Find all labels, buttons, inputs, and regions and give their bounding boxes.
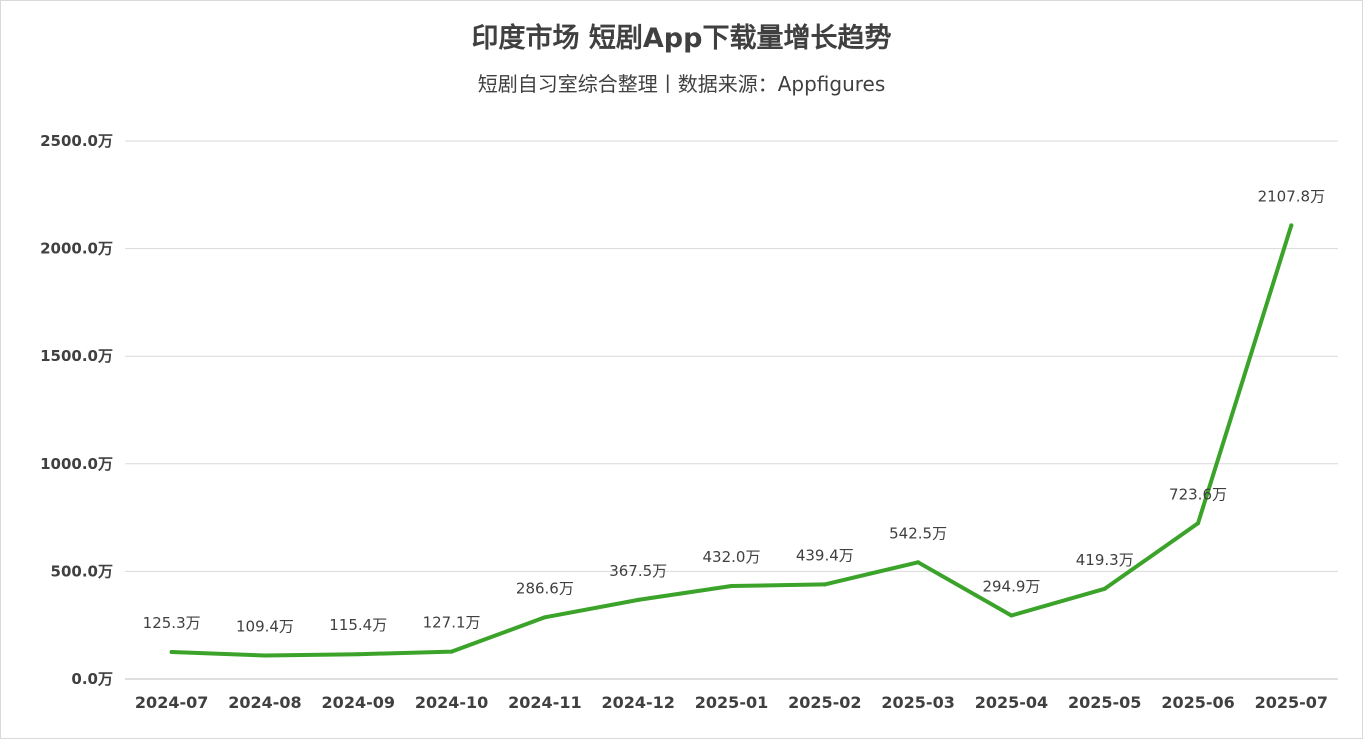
y-tick-label: 0.0万 <box>71 670 113 688</box>
data-label: 125.3万 <box>143 614 201 632</box>
data-label: 127.1万 <box>423 614 481 632</box>
x-tick-label: 2024-09 <box>322 693 395 712</box>
data-point <box>356 652 361 657</box>
x-tick-label: 2025-01 <box>695 693 768 712</box>
chart-subtitle: 短剧自习室综合整理丨数据来源：Appfigures <box>477 72 886 96</box>
data-point <box>822 582 827 587</box>
y-tick-label: 1500.0万 <box>40 347 113 365</box>
data-label: 109.4万 <box>236 617 294 635</box>
data-label: 115.4万 <box>329 616 387 634</box>
data-point <box>1009 613 1014 618</box>
data-point <box>729 584 734 589</box>
data-label: 542.5万 <box>889 524 947 542</box>
data-point <box>169 650 174 655</box>
data-point <box>449 649 454 654</box>
data-point <box>916 560 921 565</box>
data-label: 419.3万 <box>1076 551 1134 569</box>
chart-title: 印度市场 短剧App下载量增长趋势 <box>471 23 892 54</box>
x-tick-label: 2024-10 <box>415 693 488 712</box>
data-label: 2107.8万 <box>1258 187 1326 205</box>
x-tick-label: 2024-11 <box>508 693 581 712</box>
data-point <box>1102 586 1107 591</box>
y-tick-label: 500.0万 <box>51 562 113 580</box>
data-label: 367.5万 <box>609 562 667 580</box>
x-tick-label: 2024-12 <box>601 693 674 712</box>
data-label: 723.6万 <box>1169 485 1227 503</box>
data-point <box>542 615 547 620</box>
y-tick-label: 2000.0万 <box>40 240 113 258</box>
data-point <box>636 597 641 602</box>
y-tick-label: 1000.0万 <box>40 455 113 473</box>
x-tick-label: 2024-07 <box>135 693 208 712</box>
data-point <box>1289 223 1294 228</box>
x-tick-label: 2025-02 <box>788 693 861 712</box>
x-tick-label: 2025-04 <box>975 693 1048 712</box>
data-label: 286.6万 <box>516 579 574 597</box>
data-label: 432.0万 <box>703 548 761 566</box>
data-point <box>1196 521 1201 526</box>
x-tick-label: 2024-08 <box>228 693 301 712</box>
data-point <box>262 653 267 658</box>
x-tick-label: 2025-06 <box>1161 693 1234 712</box>
x-tick-label: 2025-07 <box>1255 693 1328 712</box>
x-tick-label: 2025-05 <box>1068 693 1141 712</box>
x-tick-label: 2025-03 <box>881 693 954 712</box>
series-line <box>169 223 1294 658</box>
data-label: 294.9万 <box>982 578 1040 596</box>
data-label: 439.4万 <box>796 546 854 564</box>
y-tick-label: 2500.0万 <box>40 132 113 150</box>
